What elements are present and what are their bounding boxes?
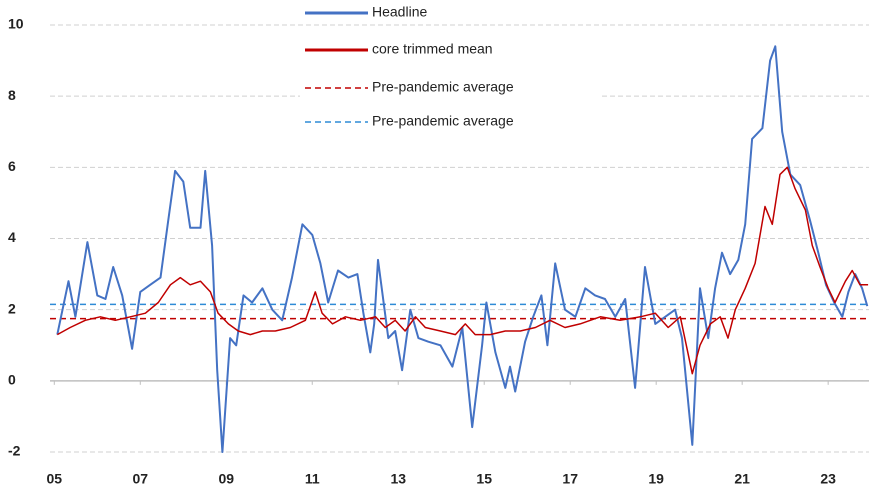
legend-bg [300, 39, 600, 61]
legend-bg [300, 111, 600, 133]
y-tick-label: 10 [8, 16, 24, 32]
legend-bg [300, 77, 600, 99]
legend-label: core trimmed mean [372, 41, 493, 57]
x-tick-label: 09 [218, 471, 234, 487]
x-tick-label: 05 [47, 471, 63, 487]
x-tick-label: 21 [734, 471, 750, 487]
y-tick-label: 6 [8, 158, 16, 174]
x-tick-label: 15 [476, 471, 492, 487]
x-tick-label: 07 [132, 471, 148, 487]
series-line [56, 45, 869, 453]
y-tick-label: 0 [8, 372, 16, 388]
legend-bg [300, 2, 600, 24]
legend-label: Pre-pandemic average [372, 113, 514, 129]
y-tick-label: -2 [8, 443, 21, 459]
y-tick-label: 2 [8, 300, 16, 316]
x-tick-label: 11 [305, 471, 320, 487]
x-tick-label: 17 [562, 471, 578, 487]
legend-label: Pre-pandemic average [372, 79, 514, 95]
x-tick-label: 19 [648, 471, 664, 487]
x-tick-label: 13 [390, 471, 406, 487]
y-tick-label: 8 [8, 87, 16, 103]
series-line [56, 166, 869, 375]
x-tick-label: 23 [820, 471, 836, 487]
y-tick-label: 4 [8, 229, 16, 245]
legend-label: Headline [372, 4, 427, 20]
